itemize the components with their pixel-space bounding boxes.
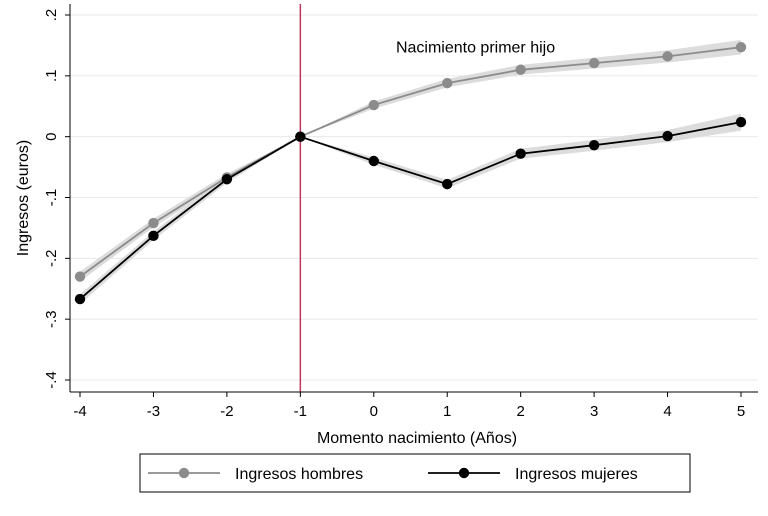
y-tick-label: .2 [43, 9, 60, 22]
legend-box [139, 453, 691, 493]
data-point [221, 174, 233, 185]
data-point [735, 116, 747, 128]
x-tick-labels: -4 -3 -2 -1 0 1 2 3 4 5 [73, 403, 745, 420]
y-tick-label: -.1 [43, 189, 60, 207]
data-point [515, 64, 526, 75]
y-tick-labels: .2 .1 0 -.1 -.2 -.3 -.4 [43, 9, 60, 389]
confidence-bands [80, 39, 741, 304]
series-line [79, 121, 742, 300]
legend-label: Ingresos mujeres [515, 466, 638, 483]
x-tick-label: 4 [663, 403, 671, 420]
data-point [442, 77, 453, 89]
confidence-band [80, 113, 741, 304]
y-axis-label: Ingresos (euros) [15, 140, 32, 257]
series-line [79, 46, 742, 278]
x-axis-label: Momento nacimiento (Años) [317, 430, 517, 447]
x-tick-label: 5 [737, 403, 745, 420]
data-point [148, 217, 159, 229]
data-point [588, 139, 600, 151]
data-point [662, 130, 673, 142]
x-tick-label: -1 [294, 403, 307, 420]
legend-marker [458, 467, 470, 479]
x-tick-label: -4 [73, 403, 86, 420]
series-lines [74, 42, 747, 305]
axes [65, 4, 758, 397]
x-tick-label: -2 [220, 403, 233, 420]
x-tick-label: 1 [443, 403, 451, 420]
y-tick-label: -.4 [43, 371, 60, 389]
data-point [368, 155, 379, 167]
y-tick-label: -.2 [43, 250, 60, 268]
data-point [295, 131, 306, 142]
data-point [735, 42, 747, 53]
grid-lines [70, 14, 758, 381]
x-tick-label: -3 [147, 403, 160, 420]
y-tick-label: -.3 [43, 310, 60, 328]
data-point [74, 293, 86, 305]
x-tick-label: 0 [370, 403, 378, 420]
x-tick-label: 2 [516, 403, 524, 420]
data-point [368, 99, 379, 111]
data-point [662, 51, 673, 62]
data-point [74, 271, 86, 282]
y-tick-label: 0 [43, 133, 60, 141]
legend: Ingresos hombres Ingresos mujeres [139, 453, 691, 493]
legend-label: Ingresos hombres [235, 466, 363, 483]
legend-marker [178, 467, 190, 479]
data-point [442, 178, 453, 190]
y-tick-label: .1 [43, 70, 60, 83]
x-tick-label: 3 [590, 403, 598, 420]
annotation-text: Nacimiento primer hijo [396, 40, 555, 57]
data-point [515, 148, 526, 159]
data-point [148, 230, 159, 242]
data-point [588, 57, 600, 69]
